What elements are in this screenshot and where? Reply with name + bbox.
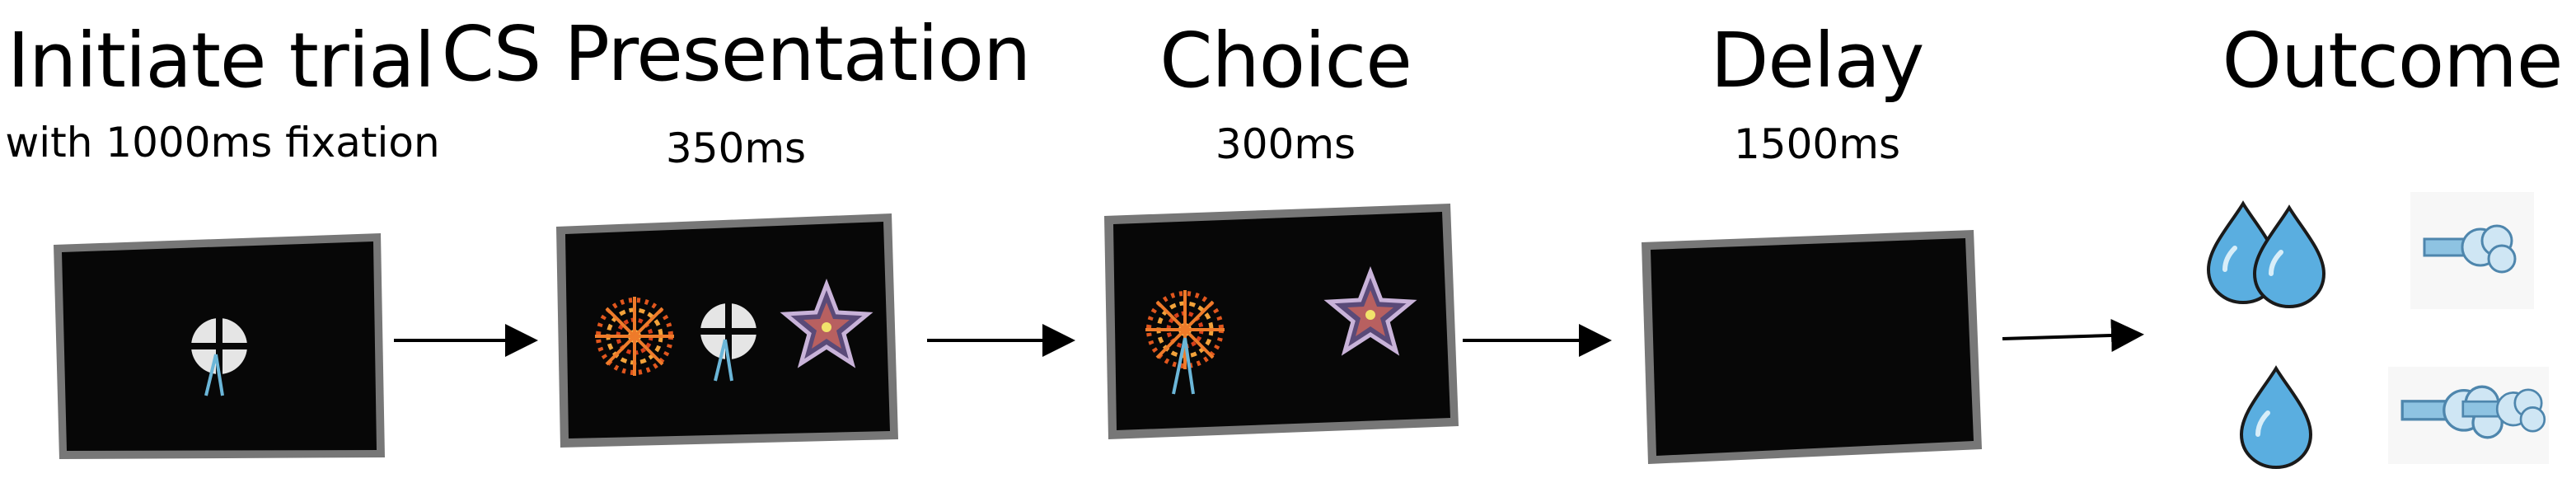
- kaleidoscope-cs-icon: [595, 297, 674, 376]
- small-reward-drop: [2241, 368, 2311, 467]
- stage-1-subtitle: with 1000ms fixation: [5, 119, 440, 166]
- stage-4-title: Delay: [1710, 16, 1925, 105]
- stage-3-title: Choice: [1159, 16, 1412, 105]
- stage-4-subtitle: 1500ms: [1733, 120, 1901, 168]
- monitor-4: [1642, 230, 1982, 464]
- stage-2-title: CS Presentation: [441, 10, 1032, 98]
- water-drop-icon: [2255, 208, 2324, 307]
- fixation-target-icon: [191, 318, 247, 396]
- monitor-3: [1104, 204, 1459, 439]
- stage-3-subtitle: 300ms: [1215, 120, 1356, 168]
- arrow-icon: [2002, 318, 2144, 352]
- air-puff-small: [2410, 192, 2534, 309]
- stage-2-subtitle: 350ms: [665, 124, 807, 172]
- large-reward-drops: [2208, 204, 2324, 307]
- stage-1-title: Initiate trial: [7, 16, 435, 105]
- stage-5-title: Outcome: [2222, 16, 2564, 105]
- air-puff-large: [2388, 367, 2549, 464]
- water-drop-icon: [2241, 368, 2311, 467]
- kaleidoscope-cs-icon: [1145, 290, 1225, 395]
- fixation-target-icon: [700, 303, 756, 382]
